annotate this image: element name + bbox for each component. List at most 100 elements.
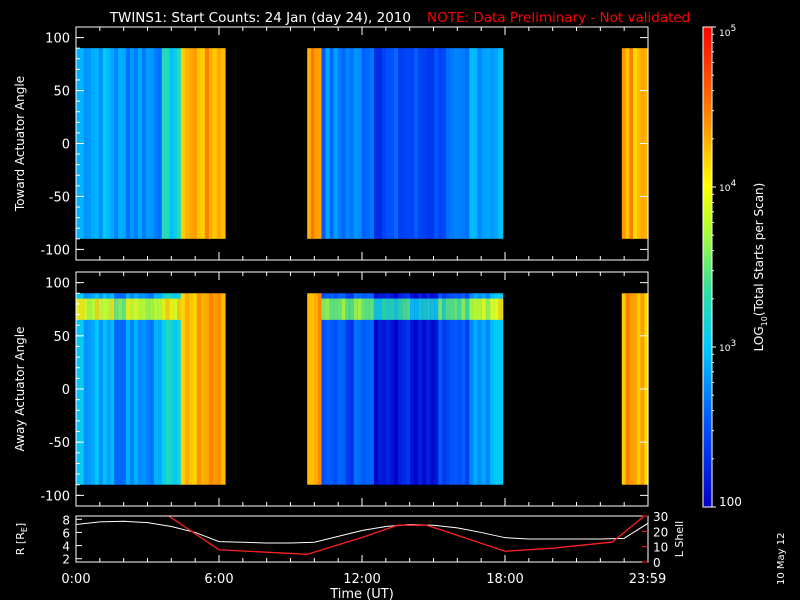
svg-text:TWINS1: Start Counts: 24 Jan (: TWINS1: Start Counts: 24 Jan (day 24), 2…	[109, 10, 691, 26]
away-cell	[208, 293, 214, 485]
lshell-ytick-label: 30	[653, 510, 668, 524]
away-cell	[345, 293, 351, 485]
away-cell	[625, 293, 630, 485]
away-cell	[494, 293, 500, 485]
toward-cell	[184, 48, 190, 239]
away-cell	[188, 293, 194, 485]
away-ytick-label: 50	[53, 330, 70, 345]
away-cell	[216, 293, 222, 485]
away-cell	[130, 293, 135, 485]
toward-cell	[485, 48, 491, 239]
toward-angle-panel: 100 50 0 -50 -100 Toward Actuator Angle	[13, 26, 649, 261]
away-cell	[453, 298, 459, 320]
away-cell	[95, 298, 100, 320]
toward-cell	[369, 48, 375, 239]
toward-cell	[357, 48, 363, 239]
away-cell	[434, 298, 439, 320]
away-cell	[357, 293, 363, 485]
toward-ytick-label: -50	[49, 190, 70, 205]
away-cell	[333, 298, 339, 320]
toward-cell	[490, 48, 495, 239]
toward-cell	[457, 48, 463, 239]
away-cell	[434, 293, 439, 485]
away-cell	[184, 293, 190, 485]
away-cell	[145, 293, 151, 485]
away-cell	[133, 293, 139, 485]
away-cell	[442, 293, 447, 485]
toward-cell	[137, 48, 143, 239]
away-cell	[365, 298, 371, 320]
away-cell	[349, 293, 355, 485]
xtick-label: 12:00	[343, 572, 380, 587]
away-cell	[457, 298, 463, 320]
toward-cell	[473, 48, 479, 239]
r-axis-label: R [RE]	[14, 523, 29, 555]
away-cell	[87, 293, 92, 485]
away-cell	[220, 293, 226, 485]
orbit-ytick-label: 4	[62, 540, 70, 554]
away-cell	[469, 298, 475, 320]
orbit-ytick-label: 6	[62, 526, 70, 540]
away-cell	[498, 298, 504, 320]
toward-cell	[192, 48, 198, 239]
away-cell	[477, 298, 483, 320]
away-cell	[145, 298, 151, 320]
away-cell	[414, 293, 419, 485]
toward-ytick-label: 0	[62, 138, 70, 153]
colorbar-label-main: LOG	[752, 326, 766, 351]
away-cell	[106, 293, 111, 485]
away-cell	[337, 298, 343, 320]
away-cell	[402, 293, 407, 485]
away-cell	[490, 298, 495, 320]
toward-cell	[426, 48, 431, 239]
toward-cell	[385, 48, 391, 239]
away-cell	[83, 298, 89, 320]
away-cell	[365, 293, 371, 485]
away-cell	[481, 298, 487, 320]
away-cell	[402, 298, 407, 320]
away-cell	[369, 293, 375, 485]
away-cell	[76, 298, 81, 320]
toward-cell	[317, 48, 323, 239]
toward-cell	[469, 48, 475, 239]
away-ylabel: Away Actuator Angle	[13, 326, 27, 451]
toward-cell	[341, 48, 347, 239]
away-cell	[353, 293, 359, 485]
away-cell	[106, 298, 111, 320]
toward-cell	[83, 48, 89, 239]
away-cell	[422, 293, 427, 485]
away-cell	[98, 293, 104, 485]
toward-cell	[126, 48, 131, 239]
toward-cell	[216, 48, 222, 239]
away-cell	[110, 298, 115, 320]
xtick-label: 23:59	[629, 572, 666, 587]
away-cell	[461, 298, 466, 320]
toward-cell	[307, 48, 312, 239]
away-cell	[398, 293, 403, 485]
away-ytick-label: 0	[62, 383, 70, 398]
toward-cell	[361, 48, 367, 239]
toward-cell	[220, 48, 226, 239]
toward-cell	[394, 48, 399, 239]
away-cell	[157, 293, 163, 485]
toward-cell	[449, 48, 455, 239]
toward-cell	[442, 48, 447, 239]
away-cell	[161, 298, 167, 320]
away-cell	[180, 293, 186, 485]
away-cell	[381, 293, 387, 485]
x-axis-label: Time (UT)	[329, 587, 394, 600]
away-ytick-label: -50	[49, 436, 70, 451]
toward-cell	[141, 48, 147, 239]
toward-cell	[106, 48, 111, 239]
toward-cell	[145, 48, 151, 239]
away-cell	[465, 298, 470, 320]
away-cell	[357, 298, 363, 320]
away-cell	[165, 298, 171, 320]
away-cell	[110, 293, 115, 485]
toward-cell	[165, 48, 171, 239]
toward-cell	[377, 48, 383, 239]
toward-cell	[414, 48, 419, 239]
away-cell	[192, 293, 198, 485]
toward-cell	[122, 48, 127, 239]
